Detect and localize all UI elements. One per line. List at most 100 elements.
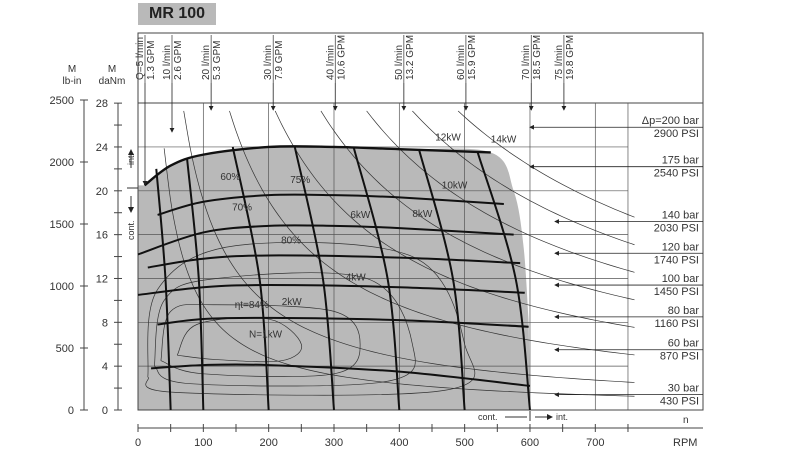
y-axis-title: M [108, 64, 116, 75]
annotation-label: 60% [220, 172, 240, 183]
flow-label: 50 l/min 13.2 GPM [394, 35, 416, 80]
y-tick-label-danm: 12 [96, 273, 108, 285]
efficiency-contour [160, 304, 361, 377]
flow-label-lpm: 30 l/min [263, 45, 274, 80]
cont-label-bottom: cont. [478, 412, 498, 422]
flow-label-lpm: 40 l/min [325, 45, 336, 80]
power-curve-12kw [412, 110, 635, 246]
flow-label: 60 l/min 15.9 GPM [456, 35, 478, 80]
flow-label-lpm: 70 l/min [521, 45, 532, 80]
power-curve-8kw [320, 110, 635, 301]
y-tick-label-lbin: 2000 [50, 157, 74, 169]
power-curve-6kw [274, 110, 635, 328]
int-label-left: int. [126, 153, 136, 165]
y-tick-label-lbin: 2500 [50, 95, 74, 107]
y-axis-title: daNm [99, 76, 126, 87]
annotation-label: 8kW [412, 209, 433, 220]
pressure-label-psi: 2900 PSI [654, 128, 699, 140]
flow-label-lpm: 50 l/min [394, 45, 405, 80]
pressure-label-psi: 2540 PSI [654, 168, 699, 180]
flow-label: 40 l/min 10.6 GPM [325, 35, 347, 80]
annotation-label: 80% [281, 235, 301, 246]
flow-label-lpm: 60 l/min [456, 45, 467, 80]
int-text: int. [126, 153, 136, 165]
x-tick-label: 100 [194, 437, 212, 449]
chart-title: MR 100 [138, 3, 216, 25]
flow-label-lpm: 20 l/min [201, 45, 212, 80]
annotation-label: ηt=84% [235, 300, 269, 311]
power-curve-4kw [229, 110, 635, 356]
pressure-label-psi: 2030 PSI [654, 222, 699, 234]
pressure-label-bar: 30 bar [668, 383, 700, 395]
annotation-label: N=1kW [249, 330, 283, 341]
flow-label-gpm: 15.9 GPM [467, 35, 478, 80]
x-tick-label: 300 [325, 437, 343, 449]
flow-label: 20 l/min 5.3 GPM [201, 41, 223, 80]
x-tick-label: 0 [135, 437, 141, 449]
cont-label-left: cont. [126, 220, 136, 240]
flow-label-lpm: 75 l/min [554, 45, 565, 80]
cont-text: cont. [126, 220, 136, 240]
flow-curve-10lpm [155, 168, 172, 411]
pressure-curve-175bar [157, 193, 504, 216]
annotation-label: 12kW [435, 132, 461, 143]
flow-label-gpm: 1.3 GPM [146, 41, 157, 80]
flow-label-gpm: 7.9 GPM [274, 41, 285, 80]
pressure-label-bar: 175 bar [662, 155, 700, 167]
y-tick-label-lbin: 1000 [50, 281, 74, 293]
y-tick-label-danm: 8 [102, 317, 108, 329]
y-tick-label-danm: 20 [96, 186, 108, 198]
flow-curve-40lpm [293, 146, 335, 411]
flow-label: Q=5 l/min 1.3 GPM [135, 37, 157, 80]
pressure-label-psi: 1160 PSI [655, 318, 699, 330]
annotation-label: 70% [232, 203, 252, 214]
flow-curve-60lpm [417, 148, 466, 411]
flow-curve-20lpm [186, 157, 205, 411]
x-tick-label: 400 [390, 437, 408, 449]
flow-label: 75 l/min 19.8 GPM [554, 35, 576, 80]
y-tick-label-danm: 16 [96, 230, 108, 242]
annotation-label: 4kW [346, 273, 367, 284]
x-axis-unit: RPM [673, 437, 697, 449]
x-tick-label: 700 [586, 437, 604, 449]
annotation-label: 6kW [350, 210, 371, 221]
pressure-curve-60bar [151, 363, 531, 387]
x-axis-label: n [683, 415, 689, 426]
pressure-label-bar: 140 bar [662, 209, 700, 221]
flow-label-lpm: 10 l/min [162, 45, 173, 80]
y-tick-label-danm: 28 [96, 98, 108, 110]
y-axis-title: M [68, 64, 76, 75]
pressure-label-bar: 60 bar [668, 338, 700, 350]
flow-curve-30lpm [231, 146, 270, 411]
y-tick-label-lbin: 500 [56, 343, 74, 355]
power-curve-2kw [183, 110, 635, 383]
x-tick-label: 600 [521, 437, 539, 449]
y-tick-label-danm: 4 [102, 361, 108, 373]
pressure-label-bar: 80 bar [668, 305, 700, 317]
pressure-label-bar: Δp=200 bar [642, 115, 700, 127]
y-tick-label-danm: 0 [102, 405, 108, 417]
flow-label-gpm: 18.5 GPM [532, 35, 543, 80]
flow-label-gpm: 10.6 GPM [336, 35, 347, 80]
flow-label-gpm: 5.3 GPM [212, 41, 223, 80]
annotation-label: 2kW [282, 297, 303, 308]
flow-label-lpm: Q=5 l/min [135, 37, 146, 80]
efficiency-contour [145, 241, 476, 396]
flow-label: 70 l/min 18.5 GPM [521, 35, 543, 80]
pressure-label-psi: 1740 PSI [654, 254, 699, 266]
flow-label: 30 l/min 7.9 GPM [263, 41, 285, 80]
y-tick-label-lbin: 1500 [50, 219, 74, 231]
y-axis-title: lb-in [63, 76, 82, 87]
pressure-curve-200bar [143, 145, 491, 187]
int-label-bottom: int. [556, 412, 568, 422]
annotation-label: 10kW [442, 181, 468, 192]
y-tick-label-danm: 24 [96, 142, 108, 154]
flow-curve-50lpm [352, 146, 401, 411]
flow-label-gpm: 2.6 GPM [173, 41, 184, 80]
pressure-curve-140bar [137, 224, 514, 256]
x-tick-label: 500 [455, 437, 473, 449]
annotation-label: 14kW [491, 135, 517, 146]
flow-label-gpm: 19.8 GPM [565, 35, 576, 80]
annotation-label: 75% [290, 175, 310, 186]
